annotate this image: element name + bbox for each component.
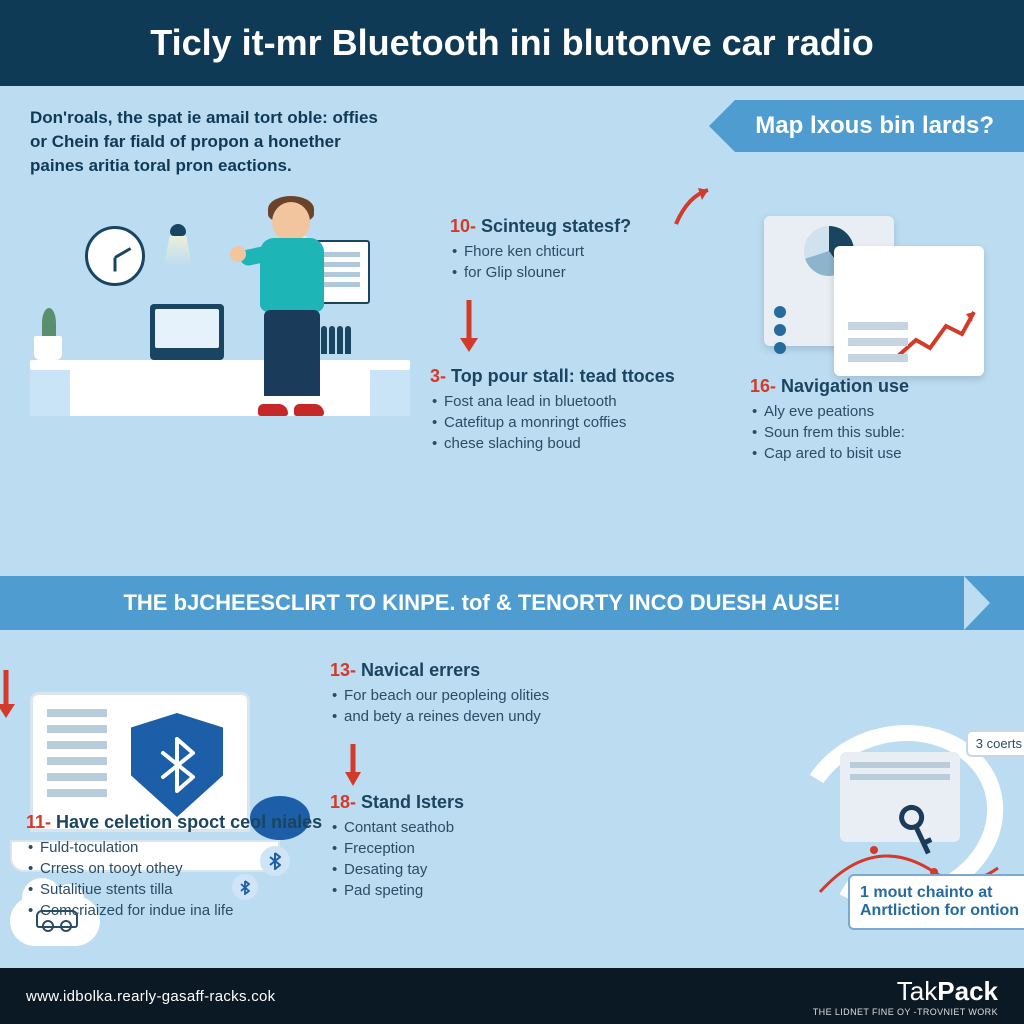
brand-logo: TakPack THE LIDNET FINE OY -TROVNIET WOR… bbox=[813, 976, 998, 1017]
block-11: 11- Have celetion spoct ceol niales Fuld… bbox=[26, 812, 336, 921]
list-item: Aly eve peations bbox=[750, 401, 990, 422]
list-item: and bety a reines deven undy bbox=[330, 706, 660, 727]
clock-icon bbox=[85, 226, 145, 286]
list-item: chese slaching boud bbox=[430, 433, 720, 454]
monitor-icon bbox=[150, 304, 224, 360]
block-13: 13- Navical errers For beach our peoplei… bbox=[330, 660, 660, 727]
list-item: Cap ared to bisit use bbox=[750, 443, 990, 464]
list-item: Pad speting bbox=[330, 880, 590, 901]
list-item: For beach our peopleing olities bbox=[330, 685, 660, 706]
count-badge: 3 coerts bbox=[966, 730, 1024, 757]
list-item: for Glip slouner bbox=[450, 262, 700, 283]
list-item: Freception bbox=[330, 838, 590, 859]
block-10: 10- Scinteug statesf? Fhore ken chticurt… bbox=[450, 216, 700, 283]
plant-icon bbox=[30, 300, 66, 360]
list-item: Contant seathob bbox=[330, 817, 590, 838]
list-item: Sutalitiue stents tilla bbox=[26, 879, 336, 900]
dashboard-illustration: 3 coerts 1 mout chainto atAnrtliction fo… bbox=[784, 706, 1024, 926]
page-title: Ticly it-mr Bluetooth ini blutonve car r… bbox=[0, 0, 1024, 86]
footer-url: www.idbolka.rearly-gasaff-racks.cok bbox=[26, 988, 275, 1005]
list-item: Catefitup a monringt coffies bbox=[430, 412, 720, 433]
list-item: Fuld-toculation bbox=[26, 837, 336, 858]
list-item: Soun frem this suble: bbox=[750, 422, 990, 443]
list-item: Desating tay bbox=[330, 859, 590, 880]
ribbon-mid: THE bJCHEESCLIRT TO KINPE. tof & TENORTY… bbox=[0, 576, 1024, 630]
block-3: 3- Top pour stall: tead ttoces Fost ana … bbox=[430, 366, 720, 454]
ribbon-top: Map lxous bin lards? bbox=[709, 100, 1024, 152]
list-item: Crress on tooyt othey bbox=[26, 858, 336, 879]
arrow-down-icon bbox=[454, 296, 484, 361]
bluetooth-shield-icon bbox=[131, 713, 223, 817]
callout-box: 1 mout chainto atAnrtliction for ontion bbox=[848, 874, 1024, 930]
list-item: Fost ana lead in bluetooth bbox=[430, 391, 720, 412]
list-item: Fhore ken chticurt bbox=[450, 241, 700, 262]
list-item: Comcriaized for indue ina life bbox=[26, 900, 336, 921]
office-scene-illustration bbox=[30, 206, 410, 416]
intro-text: Don'roals, the spat ie amail tort oble: … bbox=[30, 106, 460, 177]
arrow-icon bbox=[668, 182, 718, 237]
footer: www.idbolka.rearly-gasaff-racks.cok TakP… bbox=[0, 968, 1024, 1024]
lamp-icon bbox=[170, 224, 186, 236]
block-16: 16- Navigation use Aly eve peationsSoun … bbox=[750, 376, 990, 464]
arrow-down-icon bbox=[340, 742, 366, 793]
person-illustration bbox=[230, 186, 350, 416]
block-18: 18- Stand Isters Contant seathobFrecepti… bbox=[330, 792, 590, 901]
analytics-cards-illustration bbox=[764, 216, 994, 396]
